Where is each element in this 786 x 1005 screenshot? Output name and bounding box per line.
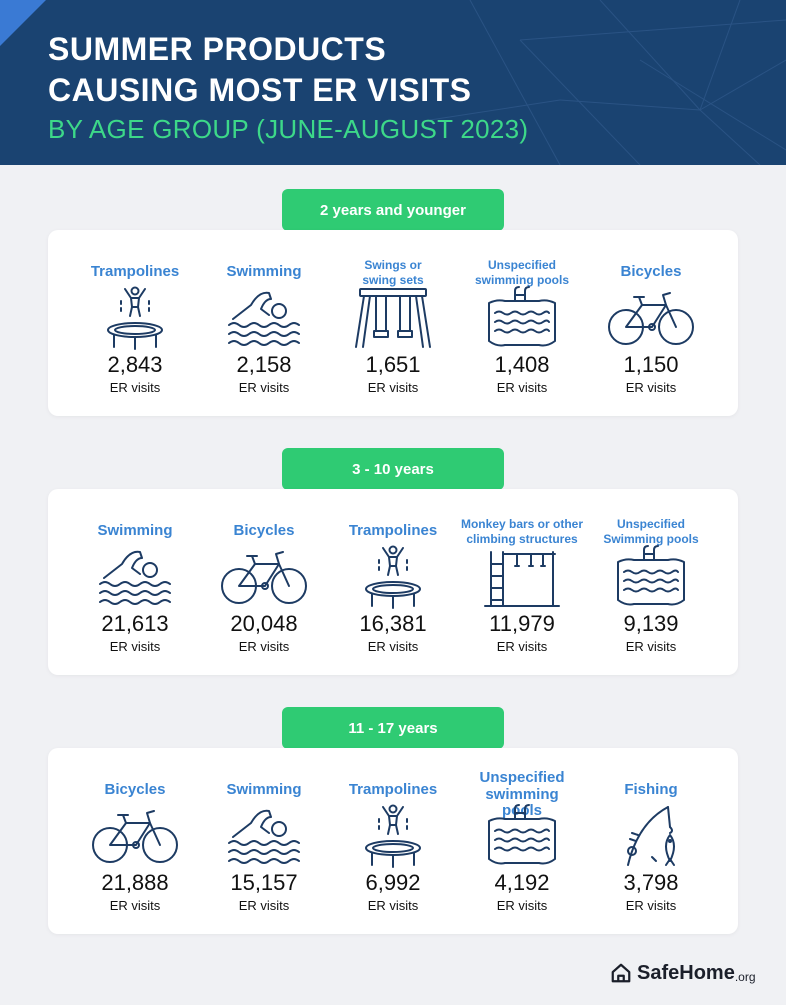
product-label: Monkey bars or other climbing structures — [460, 517, 584, 546]
er-visit-unit: ER visits — [109, 639, 161, 654]
pool-icon — [479, 803, 565, 869]
er-visit-count: 1,408 — [494, 352, 550, 377]
swimmer-icon — [221, 803, 307, 869]
er-visit-count: 6,992 — [365, 870, 421, 895]
bicycle-icon — [608, 285, 694, 351]
er-visit-count: 2,843 — [107, 352, 163, 377]
page-title-line1: SUMMER PRODUCTS — [48, 31, 387, 67]
er-visit-count: 1,651 — [365, 352, 421, 377]
swimmer-icon — [92, 544, 178, 610]
er-visit-unit: ER visits — [109, 380, 161, 395]
er-visit-count: 15,157 — [230, 870, 298, 895]
er-visit-unit: ER visits — [625, 639, 677, 654]
er-visit-unit: ER visits — [238, 380, 290, 395]
product-label: Bicycles — [620, 263, 682, 280]
er-visit-count: 2,158 — [236, 352, 292, 377]
product-item: Swimming 15,157 ER visits — [199, 748, 329, 934]
house-icon — [610, 962, 632, 984]
product-label: Trampolines — [90, 263, 180, 280]
er-visit-unit: ER visits — [109, 898, 161, 913]
er-visit-count: 21,888 — [101, 870, 169, 895]
er-visit-unit: ER visits — [367, 380, 419, 395]
product-label: Trampolines — [348, 781, 438, 798]
er-visit-unit: ER visits — [367, 639, 419, 654]
product-item: Bicycles 20,048 ER visits — [199, 489, 329, 675]
background-lines — [429, 0, 786, 165]
swimmer-icon — [221, 285, 307, 351]
product-item: Trampolines 2,843 ER visits — [70, 230, 200, 416]
er-visit-count: 3,798 — [623, 870, 679, 895]
age-group-pill-1: 2 years and younger — [282, 189, 504, 231]
product-item: Unspecified swimming pools 1,408 ER visi… — [457, 230, 587, 416]
product-label: Unspecified swimming pools — [479, 769, 565, 819]
product-label: Swimming — [226, 781, 302, 798]
product-item: Fishing 3,798 ER visits — [586, 748, 716, 934]
product-label: Swimming — [97, 522, 173, 539]
product-item: Unspecified Swimming pools 9,139 ER visi… — [586, 489, 716, 675]
bicycle-icon — [92, 803, 178, 869]
product-item: Bicycles 21,888 ER visits — [70, 748, 200, 934]
product-label: Bicycles — [233, 522, 295, 539]
trampoline-icon — [350, 544, 436, 610]
header-banner: SUMMER PRODUCTS CAUSING MOST ER VISITS B… — [0, 0, 786, 165]
trampoline-icon — [350, 803, 436, 869]
er-visit-count: 9,139 — [623, 611, 679, 636]
product-label: Swings or swing sets — [362, 258, 424, 287]
fishing-icon — [608, 803, 694, 869]
trampoline-icon — [92, 285, 178, 351]
er-visit-unit: ER visits — [625, 380, 677, 395]
er-visit-unit: ER visits — [625, 898, 677, 913]
er-visit-count: 20,048 — [230, 611, 298, 636]
age-group-pill-3: 11 - 17 years — [282, 707, 504, 749]
product-item: Swimming 2,158 ER visits — [199, 230, 329, 416]
product-item: Swimming 21,613 ER visits — [70, 489, 200, 675]
age-group-card-3: Bicycles 21,888 ER visits Swimming 15,15… — [48, 748, 738, 934]
age-group-pill-2: 3 - 10 years — [282, 448, 504, 490]
page-subtitle: BY AGE GROUP (JUNE-AUGUST 2023) — [48, 114, 529, 144]
product-item: Trampolines 6,992 ER visits — [328, 748, 458, 934]
er-visit-unit: ER visits — [367, 898, 419, 913]
er-visit-count: 11,979 — [489, 611, 555, 636]
er-visit-unit: ER visits — [496, 380, 548, 395]
product-item: Bicycles 1,150 ER visits — [586, 230, 716, 416]
pool-icon — [479, 285, 565, 351]
age-group-card-2: Swimming 21,613 ER visits Bicycles 20,04… — [48, 489, 738, 675]
corner-accent — [0, 0, 46, 46]
product-label: Bicycles — [104, 781, 166, 798]
product-label: Unspecified Swimming pools — [603, 517, 699, 546]
product-label: Unspecified swimming pools — [474, 258, 569, 287]
er-visit-count: 1,150 — [623, 352, 679, 377]
swing-set-icon — [350, 285, 436, 351]
safehome-logo[interactable]: SafeHome .org — [610, 960, 756, 986]
product-label: Swimming — [226, 263, 302, 280]
product-item: Swings or swing sets 1,651 ER visits — [328, 230, 458, 416]
product-label: Trampolines — [348, 522, 438, 539]
age-group-card-1: Trampolines 2,843 ER visits Swimming 2,1… — [48, 230, 738, 416]
er-visit-unit: ER visits — [496, 898, 548, 913]
er-visit-count: 16,381 — [359, 611, 427, 636]
product-item: Monkey bars or other climbing structures… — [457, 489, 587, 675]
er-visit-count: 4,192 — [494, 870, 550, 895]
er-visit-unit: ER visits — [496, 639, 548, 654]
er-visit-unit: ER visits — [238, 898, 290, 913]
logo-brand: SafeHome — [637, 961, 735, 984]
page-title-line2: CAUSING MOST ER VISITS — [48, 72, 472, 108]
product-item: Unspecified swimming pools 4,192 ER visi… — [457, 748, 587, 934]
monkey-bars-icon — [479, 544, 565, 610]
er-visit-unit: ER visits — [238, 639, 290, 654]
pool-icon — [608, 544, 694, 610]
product-label: Fishing — [624, 781, 678, 798]
product-item: Trampolines 16,381 ER visits — [328, 489, 458, 675]
er-visit-count: 21,613 — [101, 611, 169, 636]
logo-tld: .org — [734, 970, 756, 984]
bicycle-icon — [221, 544, 307, 610]
